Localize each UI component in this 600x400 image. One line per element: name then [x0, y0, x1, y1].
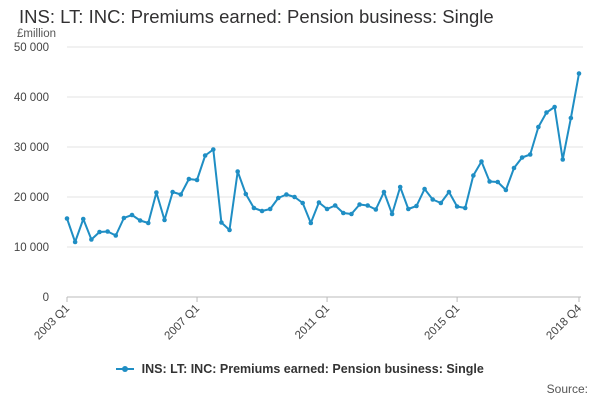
data-point[interactable]: [568, 115, 574, 121]
source-label: Source:: [546, 382, 588, 396]
data-point[interactable]: [438, 200, 444, 206]
data-point[interactable]: [235, 169, 240, 174]
data-point[interactable]: [145, 220, 151, 226]
data-point[interactable]: [446, 189, 452, 195]
x-tick-label: 2015 Q1: [423, 303, 463, 343]
x-tick-label: 2011 Q1: [293, 303, 332, 342]
data-point[interactable]: [121, 215, 127, 221]
data-point[interactable]: [194, 177, 200, 183]
data-point[interactable]: [552, 104, 557, 110]
data-point[interactable]: [397, 184, 403, 190]
series-layer: [64, 71, 582, 245]
data-point[interactable]: [487, 179, 492, 184]
legend[interactable]: INS: LT: INC: Premiums earned: Pension b…: [0, 362, 600, 376]
data-point[interactable]: [544, 110, 549, 115]
data-point[interactable]: [365, 203, 370, 208]
data-point[interactable]: [202, 153, 208, 158]
data-point[interactable]: [227, 227, 232, 233]
data-point[interactable]: [414, 203, 419, 209]
data-point[interactable]: [105, 229, 110, 234]
x-tick-label: 2007 Q1: [162, 303, 202, 343]
data-point[interactable]: [300, 200, 305, 206]
y-tick-label: 20 000: [14, 192, 49, 204]
data-point[interactable]: [422, 186, 427, 192]
data-point[interactable]: [162, 217, 167, 223]
data-point[interactable]: [324, 206, 330, 212]
data-point[interactable]: [129, 212, 135, 218]
data-point[interactable]: [113, 233, 119, 238]
data-point[interactable]: [170, 189, 175, 195]
data-point[interactable]: [471, 173, 476, 178]
y-tick-labels: 0 10 000 20 000 30 000 40 000 50 000: [14, 42, 49, 304]
y-axis-unit-label: £million: [17, 28, 56, 40]
data-point[interactable]: [251, 205, 257, 211]
data-point[interactable]: [80, 216, 86, 222]
data-point[interactable]: [178, 192, 184, 197]
data-point[interactable]: [97, 229, 102, 235]
data-point[interactable]: [495, 179, 501, 185]
legend-label: INS: LT: INC: Premiums earned: Pension b…: [141, 362, 484, 376]
data-point[interactable]: [373, 207, 379, 212]
y-tick-label: 0: [43, 292, 49, 304]
data-point[interactable]: [267, 206, 273, 212]
data-point[interactable]: [64, 216, 70, 221]
data-point[interactable]: [308, 220, 314, 226]
legend-line-marker-icon: [116, 365, 135, 372]
data-point[interactable]: [284, 192, 289, 197]
data-point[interactable]: [316, 200, 322, 205]
data-point[interactable]: [72, 239, 78, 245]
data-point[interactable]: [341, 210, 346, 216]
data-point[interactable]: [511, 165, 517, 171]
data-point[interactable]: [349, 211, 354, 217]
x-tick-label: 2018 Q4: [544, 302, 584, 342]
data-point[interactable]: [527, 152, 533, 157]
y-tick-label: 50 000: [14, 42, 49, 54]
data-point[interactable]: [479, 159, 484, 164]
x-axis: 2003 Q1 2007 Q1 2011 Q1 2015 Q1 2018 Q4: [32, 296, 585, 343]
data-point[interactable]: [503, 187, 509, 193]
data-point[interactable]: [186, 176, 192, 182]
data-point[interactable]: [381, 189, 387, 195]
data-point[interactable]: [576, 71, 582, 76]
data-point[interactable]: [406, 206, 411, 212]
gridlines: [67, 46, 583, 248]
data-point[interactable]: [462, 205, 468, 211]
data-point[interactable]: [430, 197, 436, 202]
data-point[interactable]: [219, 220, 224, 225]
data-point[interactable]: [259, 208, 265, 214]
data-point[interactable]: [389, 211, 395, 217]
data-point[interactable]: [137, 218, 143, 223]
y-tick-label: 40 000: [14, 92, 49, 104]
data-point[interactable]: [89, 237, 94, 242]
data-point[interactable]: [276, 195, 281, 201]
data-point[interactable]: [243, 191, 249, 197]
series-line: [66, 73, 580, 243]
data-point[interactable]: [210, 147, 216, 152]
x-tick-label: 2003 Q1: [32, 303, 72, 343]
data-point[interactable]: [292, 194, 297, 200]
data-point[interactable]: [332, 203, 338, 208]
data-point[interactable]: [560, 157, 566, 162]
data-point[interactable]: [454, 204, 460, 209]
data-point[interactable]: [536, 124, 541, 130]
data-point[interactable]: [519, 155, 525, 160]
data-point[interactable]: [357, 202, 362, 207]
chart-title: INS: LT: INC: Premiums earned: Pension b…: [19, 6, 494, 27]
y-tick-label: 10 000: [14, 242, 49, 254]
data-point[interactable]: [154, 190, 159, 195]
y-tick-label: 30 000: [14, 142, 49, 154]
